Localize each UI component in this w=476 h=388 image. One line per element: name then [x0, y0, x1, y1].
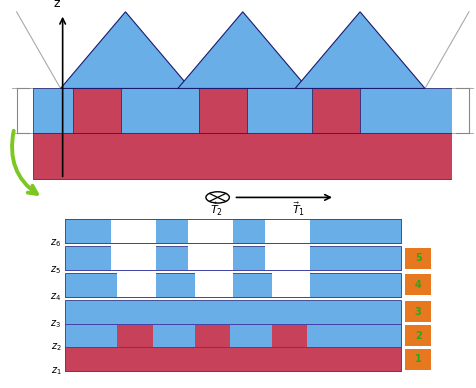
Polygon shape — [295, 12, 425, 88]
Bar — [405, 248, 431, 268]
Text: $z_5$: $z_5$ — [50, 264, 61, 276]
Text: $z_2$: $z_2$ — [50, 341, 61, 353]
Bar — [405, 325, 431, 346]
Bar — [312, 88, 360, 133]
Bar — [33, 88, 452, 133]
Text: $\vec{T}_1$: $\vec{T}_1$ — [292, 201, 306, 218]
Bar — [118, 273, 156, 297]
Bar — [405, 301, 431, 322]
Bar — [195, 324, 230, 348]
Bar — [110, 219, 156, 243]
Bar — [188, 219, 233, 243]
Bar — [272, 324, 307, 348]
Bar — [65, 324, 401, 348]
Bar — [73, 88, 121, 133]
Bar — [110, 246, 156, 270]
Text: 2: 2 — [415, 331, 422, 341]
Text: 5: 5 — [415, 253, 422, 263]
Bar — [65, 219, 401, 243]
Text: $\vec{T}_2$: $\vec{T}_2$ — [210, 201, 223, 218]
Bar — [265, 219, 310, 243]
Text: 1: 1 — [415, 354, 422, 364]
Bar — [265, 246, 310, 270]
Bar — [33, 133, 452, 179]
Bar — [272, 273, 310, 297]
Bar — [195, 273, 233, 297]
Bar — [118, 324, 153, 348]
Text: $z_4$: $z_4$ — [50, 291, 61, 303]
Text: 4: 4 — [415, 280, 422, 290]
Bar — [65, 348, 401, 371]
Bar — [65, 246, 401, 270]
Text: $z_3$: $z_3$ — [50, 318, 61, 329]
Bar — [65, 300, 401, 324]
Bar — [405, 274, 431, 295]
Text: 3: 3 — [415, 307, 422, 317]
Bar — [65, 273, 401, 297]
Text: $z_6$: $z_6$ — [50, 237, 61, 249]
Bar — [405, 349, 431, 370]
Polygon shape — [178, 12, 307, 88]
Polygon shape — [60, 12, 190, 88]
Text: $z_1$: $z_1$ — [50, 365, 61, 377]
Bar — [188, 246, 233, 270]
Text: z: z — [53, 0, 60, 10]
Bar — [199, 88, 247, 133]
